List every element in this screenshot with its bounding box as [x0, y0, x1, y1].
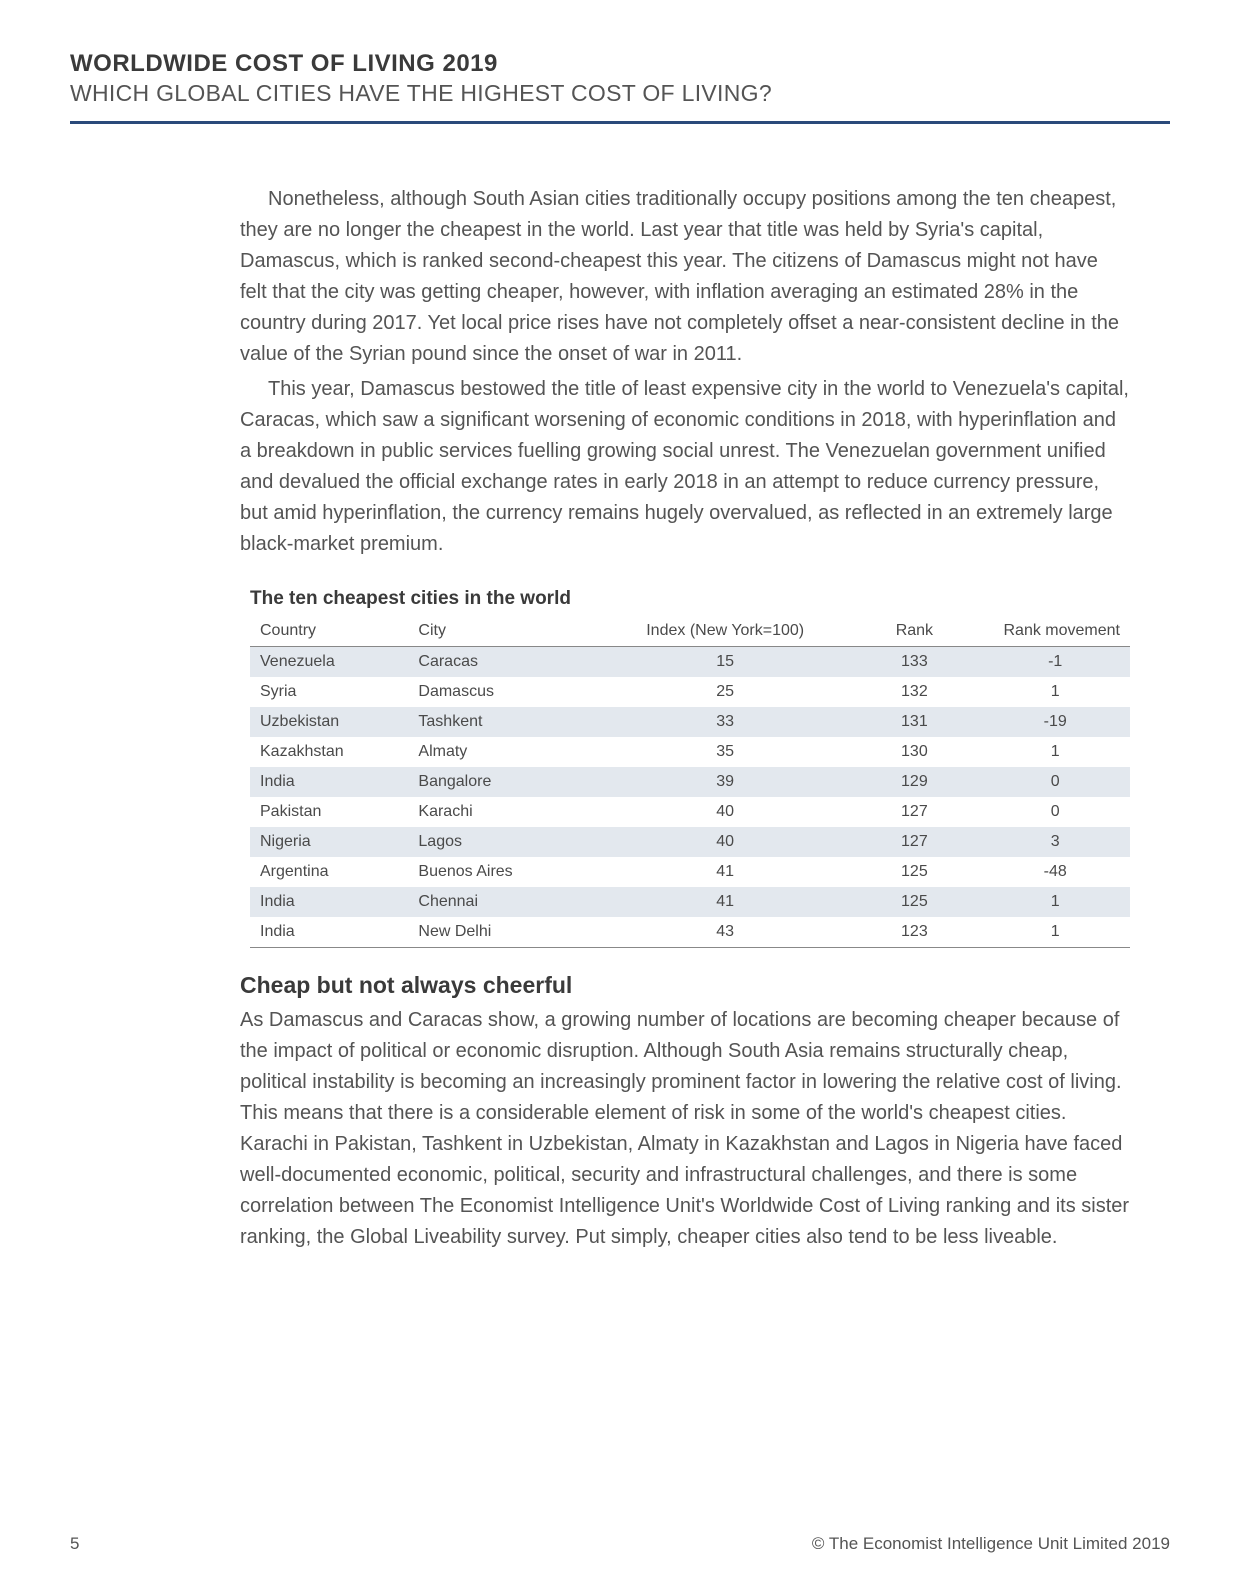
page-header: WORLDWIDE COST OF LIVING 2019 WHICH GLOB…	[70, 50, 1170, 124]
table-column-header: Country	[250, 616, 408, 647]
table-row: PakistanKarachi401270	[250, 797, 1130, 827]
table-cell: 25	[602, 677, 848, 707]
cheapest-cities-table: CountryCityIndex (New York=100)RankRank …	[250, 616, 1130, 948]
table-cell: Karachi	[408, 797, 602, 827]
table-cell: 15	[602, 647, 848, 678]
table-cell: 123	[848, 917, 980, 948]
cheapest-cities-table-block: The ten cheapest cities in the world Cou…	[250, 588, 1130, 948]
table-row: IndiaBangalore391290	[250, 767, 1130, 797]
table-body: VenezuelaCaracas15133-1SyriaDamascus2513…	[250, 647, 1130, 948]
table-cell: Kazakhstan	[250, 737, 408, 767]
table-row: SyriaDamascus251321	[250, 677, 1130, 707]
table-column-header: Rank	[848, 616, 980, 647]
table-cell: 0	[980, 767, 1130, 797]
table-cell: Bangalore	[408, 767, 602, 797]
table-cell: 129	[848, 767, 980, 797]
table-cell: Syria	[250, 677, 408, 707]
table-cell: 41	[602, 857, 848, 887]
table-row: VenezuelaCaracas15133-1	[250, 647, 1130, 678]
table-row: NigeriaLagos401273	[250, 827, 1130, 857]
table-row: UzbekistanTashkent33131-19	[250, 707, 1130, 737]
table-cell: 133	[848, 647, 980, 678]
table-cell: 1	[980, 887, 1130, 917]
table-cell: Venezuela	[250, 647, 408, 678]
table-cell: 39	[602, 767, 848, 797]
table-cell: Buenos Aires	[408, 857, 602, 887]
table-cell: 35	[602, 737, 848, 767]
table-column-header: City	[408, 616, 602, 647]
table-cell: 1	[980, 917, 1130, 948]
table-cell: 127	[848, 797, 980, 827]
table-cell: 1	[980, 677, 1130, 707]
table-cell: Almaty	[408, 737, 602, 767]
body-paragraph: Nonetheless, although South Asian cities…	[240, 184, 1130, 370]
table-cell: India	[250, 917, 408, 948]
table-cell: 1	[980, 737, 1130, 767]
table-cell: Nigeria	[250, 827, 408, 857]
table-cell: Argentina	[250, 857, 408, 887]
table-cell: 40	[602, 797, 848, 827]
table-cell: Uzbekistan	[250, 707, 408, 737]
table-cell: 43	[602, 917, 848, 948]
table-cell: -19	[980, 707, 1130, 737]
table-cell: Pakistan	[250, 797, 408, 827]
table-cell: Tashkent	[408, 707, 602, 737]
page-number: 5	[70, 1534, 79, 1554]
table-header-row: CountryCityIndex (New York=100)RankRank …	[250, 616, 1130, 647]
table-cell: 125	[848, 857, 980, 887]
report-subtitle: WHICH GLOBAL CITIES HAVE THE HIGHEST COS…	[70, 80, 1170, 107]
table-column-header: Index (New York=100)	[602, 616, 848, 647]
table-cell: 41	[602, 887, 848, 917]
copyright-text: © The Economist Intelligence Unit Limite…	[812, 1534, 1170, 1554]
table-cell: India	[250, 887, 408, 917]
page-footer: 5 © The Economist Intelligence Unit Limi…	[70, 1534, 1170, 1554]
table-cell: 33	[602, 707, 848, 737]
table-row: IndiaNew Delhi431231	[250, 917, 1130, 948]
body-paragraph: This year, Damascus bestowed the title o…	[240, 374, 1130, 560]
table-cell: Caracas	[408, 647, 602, 678]
table-cell: Chennai	[408, 887, 602, 917]
table-cell: 40	[602, 827, 848, 857]
table-cell: 132	[848, 677, 980, 707]
section-paragraph: As Damascus and Caracas show, a growing …	[240, 1005, 1130, 1253]
table-cell: 0	[980, 797, 1130, 827]
table-row: IndiaChennai411251	[250, 887, 1130, 917]
table-cell: 3	[980, 827, 1130, 857]
table-cell: 127	[848, 827, 980, 857]
table-column-header: Rank movement	[980, 616, 1130, 647]
table-cell: New Delhi	[408, 917, 602, 948]
table-title: The ten cheapest cities in the world	[250, 588, 1130, 610]
table-cell: 130	[848, 737, 980, 767]
report-title: WORLDWIDE COST OF LIVING 2019	[70, 50, 1170, 78]
table-cell: -48	[980, 857, 1130, 887]
section-heading: Cheap but not always cheerful	[240, 972, 1130, 999]
table-cell: Lagos	[408, 827, 602, 857]
table-cell: 131	[848, 707, 980, 737]
table-row: ArgentinaBuenos Aires41125-48	[250, 857, 1130, 887]
table-cell: -1	[980, 647, 1130, 678]
table-cell: India	[250, 767, 408, 797]
main-content: Nonetheless, although South Asian cities…	[240, 184, 1130, 1253]
table-cell: Damascus	[408, 677, 602, 707]
table-row: KazakhstanAlmaty351301	[250, 737, 1130, 767]
table-cell: 125	[848, 887, 980, 917]
